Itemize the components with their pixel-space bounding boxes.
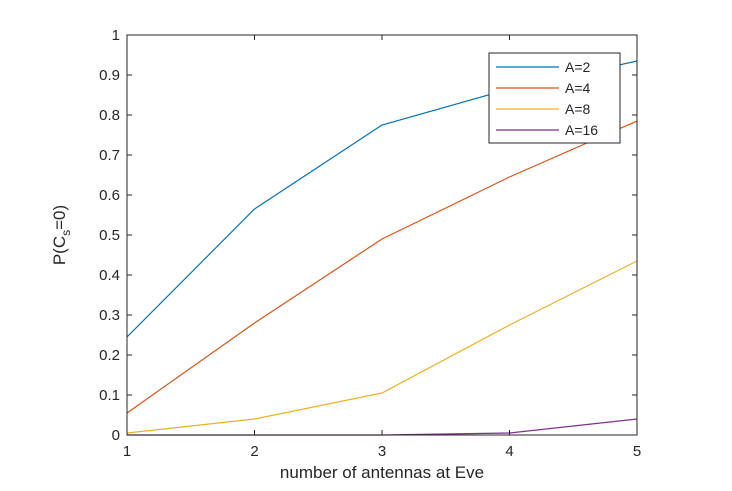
y-tick-label: 0.8 [99,107,120,124]
y-axis-title-subscript: s [59,230,73,236]
ticks-layer: 1 2 3 4 5 0 0.1 0.2 0.3 0.4 0.5 0.6 0.7 0.8 0.9 1 [99,27,641,460]
y-axis-title: P(Cs=0) [50,205,73,265]
legend-label: A=16 [565,122,598,138]
series-line-a-8 [126,260,638,434]
y-tick-label: 0.1 [99,387,120,404]
y-tick-label: 0.6 [99,187,120,204]
x-tick-label: 4 [505,443,513,460]
y-axis-title-suffix: =0) [50,205,69,230]
legend-label: A=8 [565,101,591,117]
y-tick-label: 0.5 [99,227,120,244]
x-tick-label: 5 [633,443,641,460]
y-tick-label: 0.2 [99,347,120,364]
x-tick-label: 1 [123,443,131,460]
y-tick-label: 0.7 [99,147,120,164]
legend-label: A=4 [565,80,591,96]
legend-items: A=2 A=4 A=8 A=16 [496,59,598,138]
x-tick-label: 2 [250,443,258,460]
y-tick-label: 1 [112,27,120,44]
legend-box [488,52,621,144]
legend: A=2 A=4 A=8 A=16 [488,52,621,144]
series-line-a-4 [126,120,638,414]
y-tick-label: 0.4 [99,267,120,284]
legend-label: A=2 [565,59,591,75]
x-axis-title: number of antennas at Eve [280,463,484,482]
y-axis-title-prefix: P(C [50,236,69,265]
x-tick-label: 3 [378,443,386,460]
y-tick-label: 0 [112,427,120,444]
y-tick-label: 0.9 [99,67,120,84]
y-tick-label: 0.3 [99,307,120,324]
